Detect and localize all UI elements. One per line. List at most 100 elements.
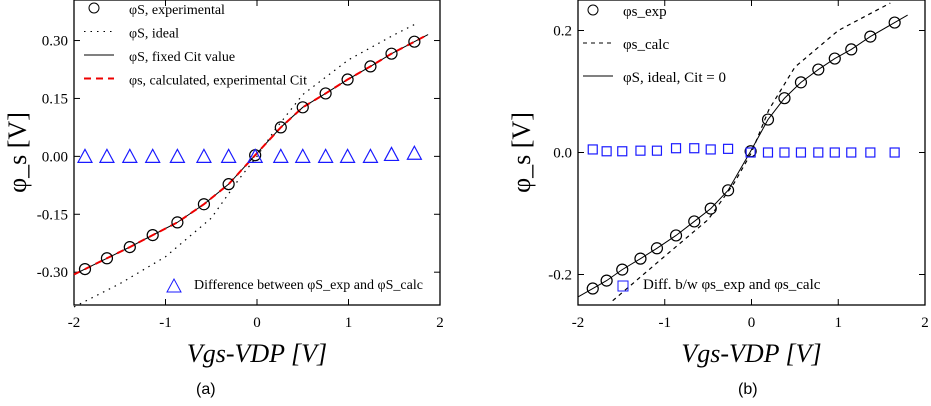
experimental-point: [146, 229, 159, 242]
difference-point: [247, 148, 264, 163]
legend-label: φS, fixed Cit value: [129, 50, 235, 65]
experimental-point: [616, 263, 629, 276]
difference-point: [272, 148, 289, 163]
experimental-point: [761, 113, 775, 126]
experimental-point: [222, 178, 235, 191]
difference-point: [865, 147, 876, 158]
x-tick-label: 2: [436, 315, 444, 331]
experimental-point: [78, 262, 92, 276]
x-tick-label: 0: [748, 315, 756, 331]
ideal-curve: [73, 22, 418, 308]
experimental-point: [650, 242, 664, 255]
difference-point: [635, 145, 646, 156]
experimental-point: [812, 63, 825, 76]
y-tick-label: 0.30: [42, 34, 68, 50]
y-tick-label: -0.30: [37, 265, 68, 281]
difference-point: [779, 147, 790, 158]
x-tick-label: -1: [659, 315, 672, 331]
x-tick-label: -2: [68, 315, 81, 331]
difference-point: [705, 144, 716, 155]
y-tick-label: -0.15: [37, 207, 68, 223]
experimental-point: [319, 87, 332, 100]
experimental-point: [274, 121, 287, 134]
legend-label: Difference between φS_exp and φS_calc: [194, 278, 423, 293]
difference-point: [220, 148, 237, 163]
experimental-point: [341, 73, 354, 86]
experimental-point: [778, 92, 791, 105]
legend-symbol: [166, 277, 182, 293]
calculated-exp-cit-curve: [73, 33, 429, 276]
experimental-point: [123, 240, 136, 254]
difference-point: [294, 148, 311, 163]
experimental-point: [828, 52, 841, 65]
experimental-point: [197, 198, 211, 211]
difference-point: [846, 147, 857, 158]
experimental-point: [600, 274, 613, 287]
difference-point: [98, 148, 115, 163]
y-tick-label: 0.0: [553, 146, 572, 162]
difference-point: [587, 144, 598, 155]
experimental-point: [721, 184, 735, 197]
calculated-curve: [577, 14, 908, 298]
difference-point: [362, 148, 379, 163]
experimental-point: [171, 216, 184, 229]
difference-point: [121, 148, 138, 163]
difference-point: [144, 148, 161, 163]
difference-point: [829, 147, 840, 158]
difference-point: [762, 147, 774, 158]
x-tick-label: -1: [159, 315, 172, 331]
y-tick-label: -0.2: [548, 268, 572, 284]
y-axis-label: φ_s [V]: [507, 112, 536, 193]
x-axis-label: Vgs-VDP [V]: [187, 339, 327, 368]
difference-point: [317, 148, 334, 163]
legend-symbol: [587, 4, 599, 16]
difference-point: [651, 145, 663, 156]
legend-symbol: [88, 2, 100, 14]
difference-point: [76, 148, 93, 163]
ideal-curve: [612, 2, 891, 302]
caption-b: (b): [738, 381, 758, 398]
difference-point: [406, 145, 423, 160]
legend-label: φs, calculated, experimental Cit: [129, 74, 307, 89]
experimental-point: [586, 282, 599, 295]
difference-point: [670, 143, 682, 154]
x-tick-label: 2: [921, 315, 929, 331]
difference-point: [601, 146, 612, 157]
difference-point: [795, 147, 807, 158]
difference-point: [745, 147, 756, 158]
y-tick-label: 0.2: [553, 24, 572, 40]
legend-symbol: [617, 280, 629, 292]
experimental-point: [634, 252, 647, 265]
x-tick-label: 1: [345, 315, 353, 331]
difference-point: [889, 147, 900, 158]
experimental-point: [408, 35, 421, 48]
x-axis-label: Vgs-VDP [V]: [681, 339, 821, 368]
difference-point: [195, 148, 212, 163]
experimental-point: [364, 60, 377, 73]
experimental-point: [688, 215, 701, 228]
x-tick-label: -2: [572, 315, 585, 331]
experimental-point: [864, 30, 877, 43]
difference-point: [813, 147, 824, 158]
experimental-point: [385, 47, 398, 60]
experimental-point: [888, 16, 901, 29]
y-tick-label: 0.15: [42, 91, 68, 107]
experimental-point: [296, 101, 309, 114]
difference-point: [339, 148, 356, 163]
legend-label: φs_exp: [623, 4, 667, 20]
x-tick-label: 1: [835, 315, 843, 331]
legend-label: φS, ideal: [129, 27, 179, 42]
difference-point: [169, 148, 186, 163]
y-tick-label: 0.00: [42, 149, 68, 165]
y-axis-label: φ_s [V]: [3, 112, 32, 193]
experimental-point: [794, 76, 808, 89]
experimental-point: [100, 252, 114, 265]
difference-point: [722, 143, 734, 154]
legend-label: Diff. b/w φs_exp and φs_calc: [643, 277, 821, 293]
experimental-point: [669, 229, 683, 242]
difference-point: [689, 143, 700, 154]
legend-label: φs_calc: [623, 37, 669, 53]
x-tick-label: 0: [253, 315, 261, 331]
experimental-point: [845, 43, 858, 56]
